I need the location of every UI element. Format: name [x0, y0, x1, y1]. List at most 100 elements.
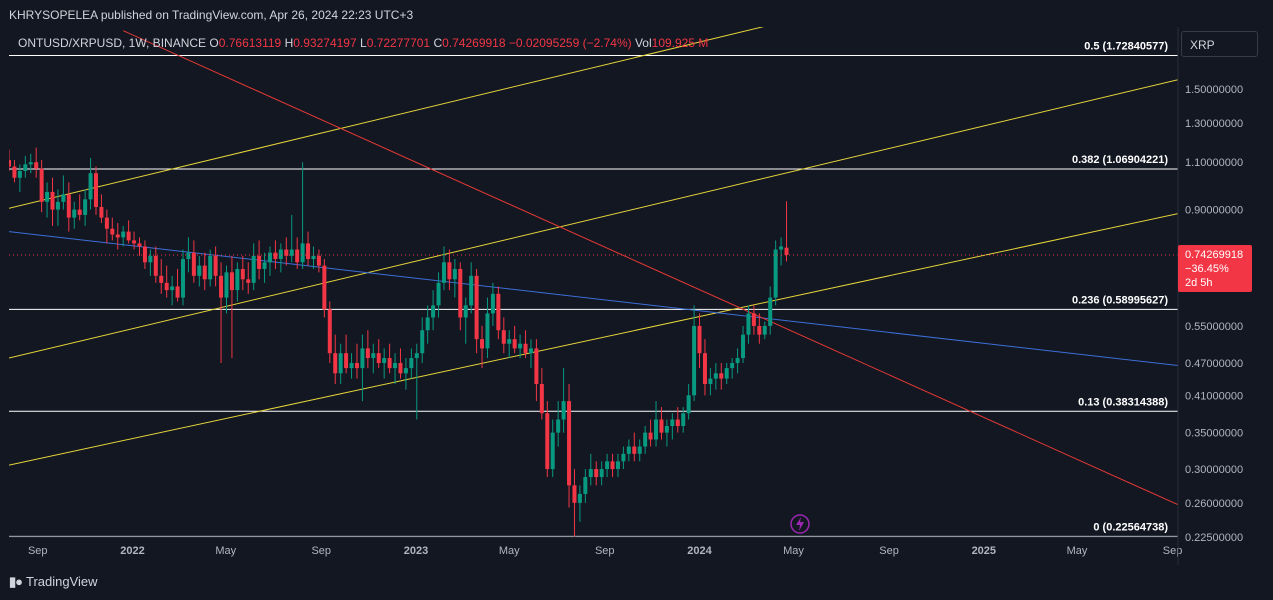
candle — [605, 453, 610, 478]
candle-body — [692, 325, 697, 396]
candle-body — [300, 243, 305, 263]
compare-symbol-box[interactable]: XRP — [1181, 31, 1258, 57]
candle — [387, 343, 392, 374]
candle — [621, 446, 626, 470]
x-tick-label: 2023 — [404, 545, 428, 557]
candle-body — [257, 255, 262, 269]
candle-body — [724, 368, 729, 379]
fibonacci-levels — [9, 54, 1178, 537]
candle-body — [545, 413, 550, 470]
candle — [382, 348, 387, 379]
candle-body — [757, 325, 762, 335]
fib-label-0.13: 0.13 (0.38314388) — [1078, 396, 1168, 408]
candle-body — [681, 413, 686, 427]
symbol-title[interactable]: ONTUSD/XRPUSD, 1W, BINANCE — [18, 36, 207, 50]
candle-body — [605, 461, 610, 470]
trend-line-channel-lower — [9, 213, 1178, 466]
price-axis[interactable]: 1.50000000 1.30000000 1.10000000 0.90000000… — [1185, 84, 1243, 544]
candle-body — [626, 446, 631, 454]
x-tick-label: Sep — [311, 545, 331, 557]
candle-body — [262, 262, 267, 269]
candle-body — [594, 469, 599, 478]
candle-body — [697, 325, 702, 354]
candle-body — [572, 485, 577, 503]
candle — [409, 348, 414, 379]
candle-body — [452, 268, 457, 280]
candle-body — [463, 305, 468, 318]
candle-body — [66, 194, 71, 218]
candle-body — [322, 265, 327, 310]
candle — [61, 175, 66, 210]
x-tick-label: May — [499, 545, 520, 557]
tradingview-logo[interactable]: ▮● TradingView — [9, 574, 98, 590]
candle — [344, 334, 349, 374]
trend-line-channel-middle — [9, 79, 1178, 359]
candle — [507, 330, 512, 359]
candle — [186, 237, 191, 273]
candle — [371, 343, 376, 374]
candle-body — [420, 330, 425, 354]
close-label: C — [433, 36, 443, 50]
candle — [458, 262, 463, 331]
high-value: 0.93274197 — [293, 36, 357, 50]
candle — [322, 259, 327, 318]
candle — [311, 246, 316, 269]
candle — [659, 407, 664, 440]
high-label: H — [284, 36, 294, 50]
candle-body — [28, 162, 33, 165]
candle — [708, 368, 713, 396]
y-tick-label: 0.30000000 — [1185, 464, 1243, 476]
candle-body — [170, 286, 175, 291]
candle — [773, 240, 778, 306]
candle — [588, 453, 593, 486]
candle — [34, 147, 39, 178]
candle-body — [175, 286, 180, 298]
header-bar: KHRYSOPELEA published on TradingView.com… — [0, 0, 1273, 28]
candle — [219, 262, 224, 364]
candle-body — [414, 353, 419, 359]
candle — [88, 157, 93, 210]
candle-body — [469, 275, 474, 306]
candle-body — [741, 334, 746, 359]
candle — [72, 201, 77, 229]
candle-body — [518, 343, 523, 349]
candle — [414, 343, 419, 420]
candle — [556, 401, 561, 447]
y-tick-label: 1.50000000 — [1185, 84, 1243, 96]
candle — [229, 255, 234, 359]
candle — [338, 343, 343, 385]
candle — [137, 237, 142, 256]
time-axis[interactable]: Sep 2022 May Sep 2023 May Sep 2024 May Sep 2025 May… — [28, 545, 1182, 557]
candle-body — [670, 419, 675, 427]
candle-body — [186, 252, 191, 260]
candle — [550, 419, 555, 478]
candle-body — [621, 453, 626, 462]
trend-lines — [9, 27, 1178, 506]
candle-body — [773, 249, 778, 298]
candle-body — [12, 166, 17, 178]
candle — [349, 353, 354, 379]
fibonacci-labels: 0.5 (1.72840577) 0.382 (1.06904221) 0.236 … — [1072, 40, 1168, 533]
candle-body — [72, 209, 77, 218]
candle — [577, 485, 582, 522]
candle-body — [45, 191, 50, 202]
x-tick-label: Sep — [28, 545, 48, 557]
candle — [403, 358, 408, 390]
candle — [115, 223, 120, 250]
candle-body — [153, 255, 158, 276]
candle-body — [431, 305, 436, 318]
candle-body — [306, 243, 311, 260]
open-value: 0.76613119 — [218, 36, 282, 50]
candle — [121, 225, 126, 247]
event-icon[interactable] — [790, 514, 810, 534]
fib-label-0.5: 0.5 (1.72840577) — [1084, 40, 1168, 52]
x-tick-label: 2022 — [120, 545, 144, 557]
y-tick-label: 0.41000000 — [1185, 390, 1243, 402]
candle-body — [779, 246, 784, 250]
close-value: 0.74269918 — [442, 36, 506, 50]
candle-body — [567, 401, 572, 486]
y-tick-label: 1.10000000 — [1185, 157, 1243, 169]
candle-body — [126, 231, 131, 241]
candle — [730, 358, 735, 379]
